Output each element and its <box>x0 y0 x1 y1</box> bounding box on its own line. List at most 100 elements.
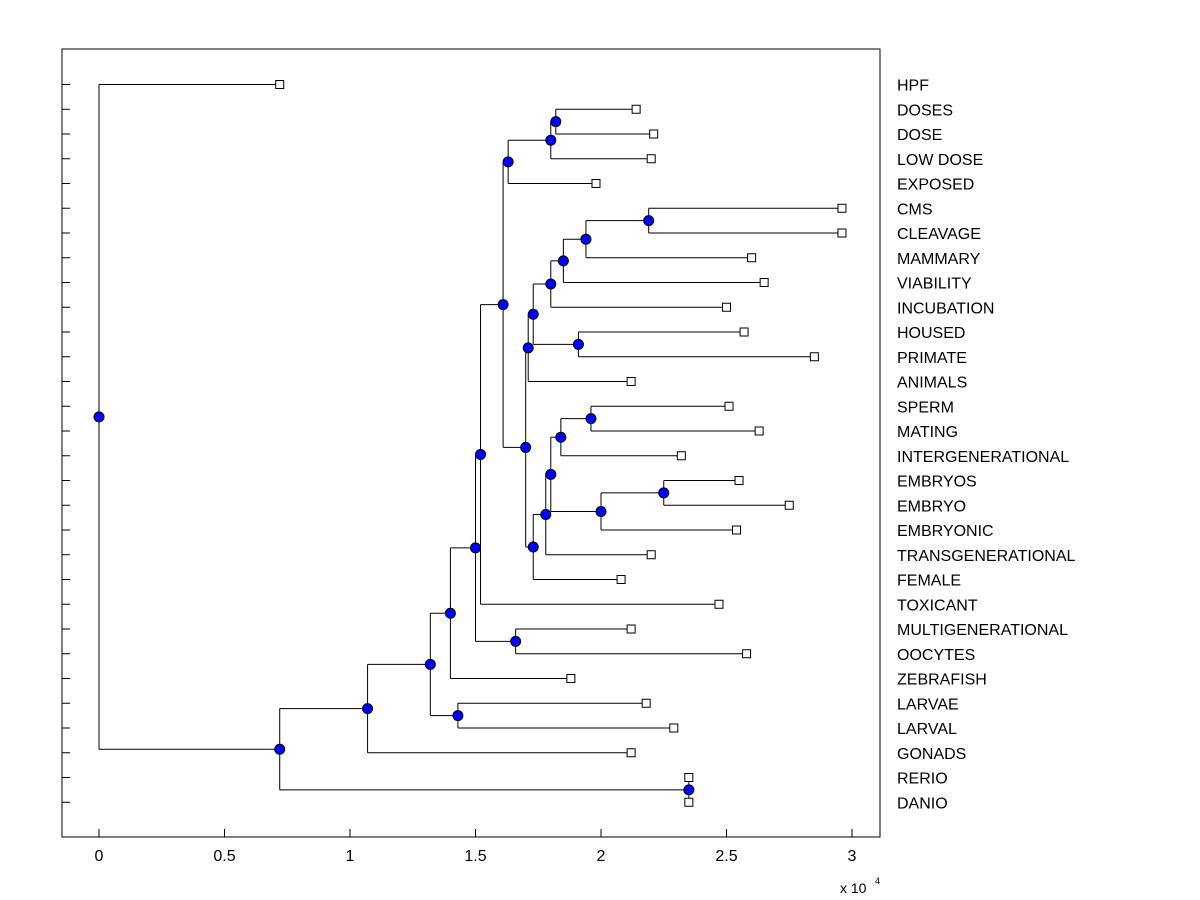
leaf-label: HPF <box>897 78 929 95</box>
leaf-label: LARVAE <box>897 696 959 713</box>
leaf-label: LOW DOSE <box>897 152 983 169</box>
leaf-label: CLEAVAGE <box>897 226 981 243</box>
leaf-marker <box>616 575 626 584</box>
node-marker <box>424 658 436 670</box>
leaf-marker <box>754 426 764 436</box>
leaf-marker <box>631 104 641 114</box>
leaf-label: TOXICANT <box>897 597 978 614</box>
leaf-marker <box>784 500 794 510</box>
leaf-label: ZEBRAFISH <box>897 672 987 689</box>
leaf-marker <box>669 723 679 733</box>
leaf-label: EMBRYO <box>897 498 966 515</box>
leaf-marker <box>641 698 651 708</box>
y-tick-marks <box>62 84 70 803</box>
leaf-markers <box>275 80 847 807</box>
leaf-label: VIABILITY <box>897 276 972 293</box>
x-scale-label: x 10 <box>840 880 867 896</box>
plot-frame <box>61 48 881 838</box>
leaf-marker <box>646 154 656 164</box>
leaf-label: DOSES <box>897 102 953 119</box>
leaf-label: RERIO <box>897 771 948 788</box>
leaf-marker <box>734 476 744 485</box>
x-tick-label: 1.5 <box>464 848 486 865</box>
leaf-label: EMBRYOS <box>897 474 977 491</box>
node-marker <box>683 784 695 796</box>
leaf-marker <box>739 327 749 337</box>
node-marker <box>520 441 532 453</box>
leaf-marker <box>809 352 819 362</box>
leaf-marker <box>676 451 686 461</box>
x-tick-label: 3 <box>848 848 857 865</box>
x-tick-label: 2 <box>597 848 606 865</box>
leaf-marker <box>684 797 694 807</box>
leaf-marker <box>626 748 636 758</box>
node-marker <box>595 505 607 517</box>
node-marker <box>502 156 514 168</box>
node-marker <box>572 338 584 350</box>
node-marker <box>444 607 456 619</box>
leaf-marker <box>646 550 656 560</box>
leaf-label: ANIMALS <box>897 375 967 392</box>
leaf-label: PRIMATE <box>897 350 967 367</box>
node-marker <box>545 134 557 146</box>
leaf-label: DANIO <box>897 795 948 812</box>
leaf-label: EMBRYONIC <box>897 523 994 540</box>
leaf-marker <box>626 377 636 386</box>
x-tick-label: 0 <box>95 848 104 865</box>
leaf-marker <box>626 624 636 634</box>
node-markers <box>93 116 695 796</box>
leaf-marker <box>724 401 734 411</box>
leaf-label: SPERM <box>897 399 954 416</box>
leaf-marker <box>732 525 742 535</box>
node-marker <box>580 233 592 245</box>
x-tick-label: 2.5 <box>715 848 737 865</box>
node-marker <box>510 635 522 647</box>
node-marker <box>362 703 374 715</box>
node-marker <box>540 509 552 521</box>
leaf-marker <box>649 129 659 139</box>
node-marker <box>475 448 487 460</box>
node-marker <box>527 541 539 553</box>
node-marker <box>274 743 286 755</box>
leaf-label: CMS <box>897 201 933 218</box>
leaf-labels: HPF DOSES DOSE LOW DOSE EXPOSED CMS CLEAVAGE MA… <box>897 78 1076 813</box>
node-marker <box>658 487 670 499</box>
leaf-marker <box>742 649 752 659</box>
leaf-marker <box>566 674 576 683</box>
leaf-label: MATING <box>897 424 958 441</box>
leaf-marker <box>837 228 847 238</box>
x-axis: 0 0.5 1 1.5 2 2.5 3 <box>95 829 857 865</box>
leaf-label: OOCYTES <box>897 647 975 664</box>
leaf-marker <box>684 773 694 782</box>
node-marker <box>452 710 464 722</box>
node-marker <box>585 413 597 425</box>
node-marker <box>527 308 539 320</box>
node-marker <box>470 542 481 554</box>
leaf-label: MULTIGENERATIONAL <box>897 622 1068 639</box>
leaf-label: INCUBATION <box>897 300 994 317</box>
node-marker <box>522 342 534 354</box>
leaf-marker <box>714 599 724 609</box>
leaf-marker <box>837 203 847 213</box>
node-marker <box>93 411 105 423</box>
leaf-label: EXPOSED <box>897 177 974 194</box>
leaf-marker <box>722 302 731 312</box>
x-tick-label: 0.5 <box>213 848 235 865</box>
node-marker <box>557 255 569 267</box>
x-scale-exponent: 4 <box>875 876 880 886</box>
x-tick-label: 1 <box>346 848 355 865</box>
leaf-marker <box>759 278 769 287</box>
node-marker <box>550 116 562 128</box>
leaf-label: DOSE <box>897 127 942 144</box>
leaf-marker <box>275 80 285 89</box>
leaf-marker <box>747 253 757 263</box>
node-marker <box>555 431 567 443</box>
node-marker <box>545 468 557 480</box>
leaf-label: LARVAL <box>897 721 957 738</box>
node-marker <box>643 215 655 227</box>
leaf-label: FEMALE <box>897 573 961 590</box>
node-marker <box>497 299 509 311</box>
leaf-label: INTERGENERATIONAL <box>897 449 1069 466</box>
node-marker <box>545 278 557 290</box>
